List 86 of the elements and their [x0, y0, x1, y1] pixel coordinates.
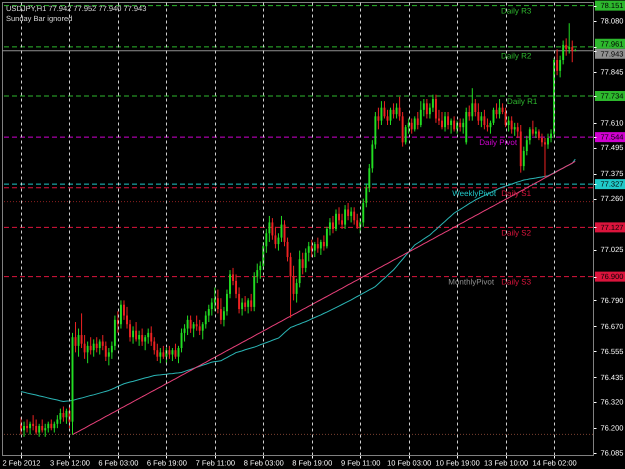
candlestick: [410, 118, 413, 134]
candlestick: [508, 116, 510, 132]
candlestick: [141, 328, 144, 346]
candlestick: [29, 421, 32, 436]
candlestick: [377, 107, 380, 130]
candlestick: [35, 418, 38, 436]
candlestick: [447, 112, 450, 130]
candlestick: [426, 98, 428, 119]
candlestick: [444, 112, 446, 132]
candlestick: [459, 118, 462, 132]
candlestick: [50, 418, 52, 431]
candlestick: [510, 116, 513, 134]
candlestick: [568, 22, 570, 54]
candlestick: [434, 94, 437, 124]
candlestick: [483, 109, 486, 130]
candlestick: [314, 241, 316, 258]
candlestick: [450, 118, 452, 134]
candlestick: [162, 345, 164, 360]
candlestick: [74, 322, 76, 353]
candlestick: [534, 126, 537, 138]
candlestick: [241, 298, 244, 316]
candlestick: [565, 38, 568, 56]
candlestick: [353, 206, 356, 226]
candlestick: [59, 408, 62, 424]
candlestick: [190, 315, 192, 334]
candlestick: [556, 48, 558, 76]
candlestick: [23, 421, 25, 438]
candlestick: [498, 98, 501, 119]
ref-line-label: Daily Pivot: [479, 138, 518, 148]
candlestick: [344, 204, 346, 230]
ref-line-label: Daily S3: [501, 278, 532, 287]
line-series: [72, 160, 576, 436]
candlestick: [547, 133, 549, 150]
candlestick: [471, 88, 474, 122]
candlestick: [396, 102, 398, 119]
line-series: [20, 158, 576, 402]
candlestick: [250, 293, 252, 312]
candlestick: [496, 102, 498, 119]
candlestick: [120, 300, 122, 330]
candlestick: [441, 112, 443, 130]
candlestick: [86, 341, 89, 364]
candlestick: [380, 100, 382, 126]
candlestick: [302, 252, 304, 275]
ref-line-label: Daily R3: [501, 6, 532, 16]
candlestick: [41, 418, 44, 433]
candlestick: [174, 343, 176, 360]
candlestick: [247, 298, 250, 314]
candlestick: [544, 137, 546, 178]
candlestick: [90, 336, 92, 356]
ref-line-label: Daily R1: [507, 96, 538, 106]
ref-line-label: Daily R2: [501, 52, 532, 61]
candlestick: [65, 408, 68, 424]
candlestick: [32, 414, 34, 431]
candlestick: [198, 319, 201, 336]
candlestick: [480, 112, 482, 128]
candlestick: [316, 237, 319, 254]
candlestick: [171, 348, 174, 362]
candlestick: [192, 322, 195, 338]
candlestick: [92, 338, 95, 358]
candlestick: [138, 330, 140, 346]
candlestick: [390, 107, 392, 126]
candlestick: [135, 322, 138, 342]
candlestick: [26, 418, 28, 433]
candlestick: [322, 234, 325, 252]
candlestick: [350, 206, 352, 223]
candlestick: [38, 423, 40, 438]
candlestick: [420, 100, 422, 128]
candlestick: [392, 102, 395, 119]
candlestick: [132, 326, 134, 344]
candlestick: [168, 345, 170, 360]
candlestick: [453, 116, 456, 132]
candlestick: [514, 122, 516, 136]
candlestick: [62, 406, 64, 422]
candlestick: [347, 202, 350, 221]
candlestick: [159, 348, 162, 364]
candlestick: [320, 239, 322, 256]
candlestick: [196, 315, 198, 332]
candlestick: [78, 328, 80, 358]
candlestick: [477, 102, 480, 126]
annotation: MonthlyPivot: [448, 278, 495, 287]
candlestick: [532, 120, 534, 136]
candlestick: [332, 215, 334, 234]
candlestick: [338, 206, 340, 226]
ref-line-label: Daily S2: [501, 228, 532, 238]
candlestick: [244, 296, 246, 312]
candlestick: [335, 208, 337, 232]
